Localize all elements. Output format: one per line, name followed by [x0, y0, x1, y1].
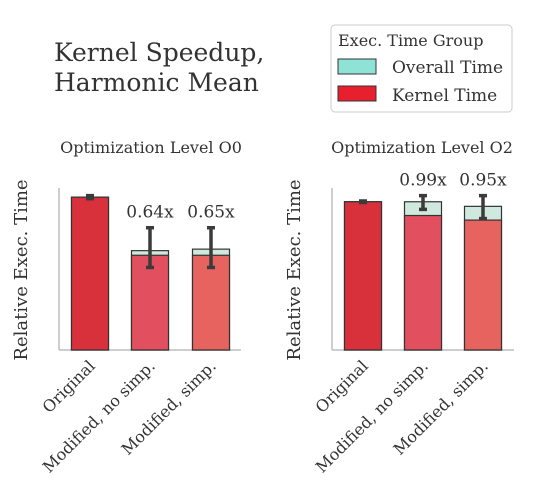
legend: Exec. Time Group Overall Time Kernel Tim… [330, 24, 513, 113]
bar-kernel-time-modified-simp [463, 219, 503, 351]
speedup-annotation-modified-simp: 0.65x [187, 203, 235, 223]
legend-label-kernel-time: Kernel Time [392, 86, 497, 106]
speedup-annotation-modified-simp: 0.95x [459, 171, 507, 191]
main-title-line-1: Kernel Speedup, [54, 38, 264, 67]
panel-title: Optimization Level O0 [60, 138, 242, 157]
legend-label-overall-time: Overall Time [392, 58, 503, 78]
bar-kernel-time-modified-simp [191, 254, 231, 351]
legend-swatch-kernel-time [337, 85, 377, 102]
panel-title: Optimization Level O2 [331, 138, 513, 157]
main-title-line-2: Harmonic Mean [54, 68, 259, 97]
x-tick-label-modified-no-simp: Modified, no simp. [312, 356, 432, 476]
legend-title: Exec. Time Group [338, 31, 483, 50]
x-tick-label-original: Original [312, 356, 372, 416]
y-axis-label: Relative Exec. Time [284, 179, 305, 360]
bar-kernel-time-original [70, 196, 110, 351]
bar-kernel-time-modified-no-simp [130, 254, 170, 351]
x-tick-label-original: Original [39, 356, 99, 416]
speedup-annotation-modified-no-simp: 0.99x [399, 171, 447, 191]
main-title: Kernel Speedup, Harmonic Mean [54, 38, 264, 97]
panel-o0: Optimization Level O0 Relative Exec. Tim… [11, 138, 242, 476]
legend-swatch-overall-time [337, 58, 377, 75]
speedup-annotation-modified-no-simp: 0.64x [126, 203, 174, 223]
panel-o2: Optimization Level O2 Relative Exec. Tim… [284, 138, 514, 476]
bar-kernel-time-modified-no-simp [403, 214, 443, 351]
y-axis-label: Relative Exec. Time [11, 179, 32, 360]
bar-kernel-time-original [343, 201, 383, 351]
x-tick-label-modified-no-simp: Modified, no simp. [39, 356, 159, 476]
